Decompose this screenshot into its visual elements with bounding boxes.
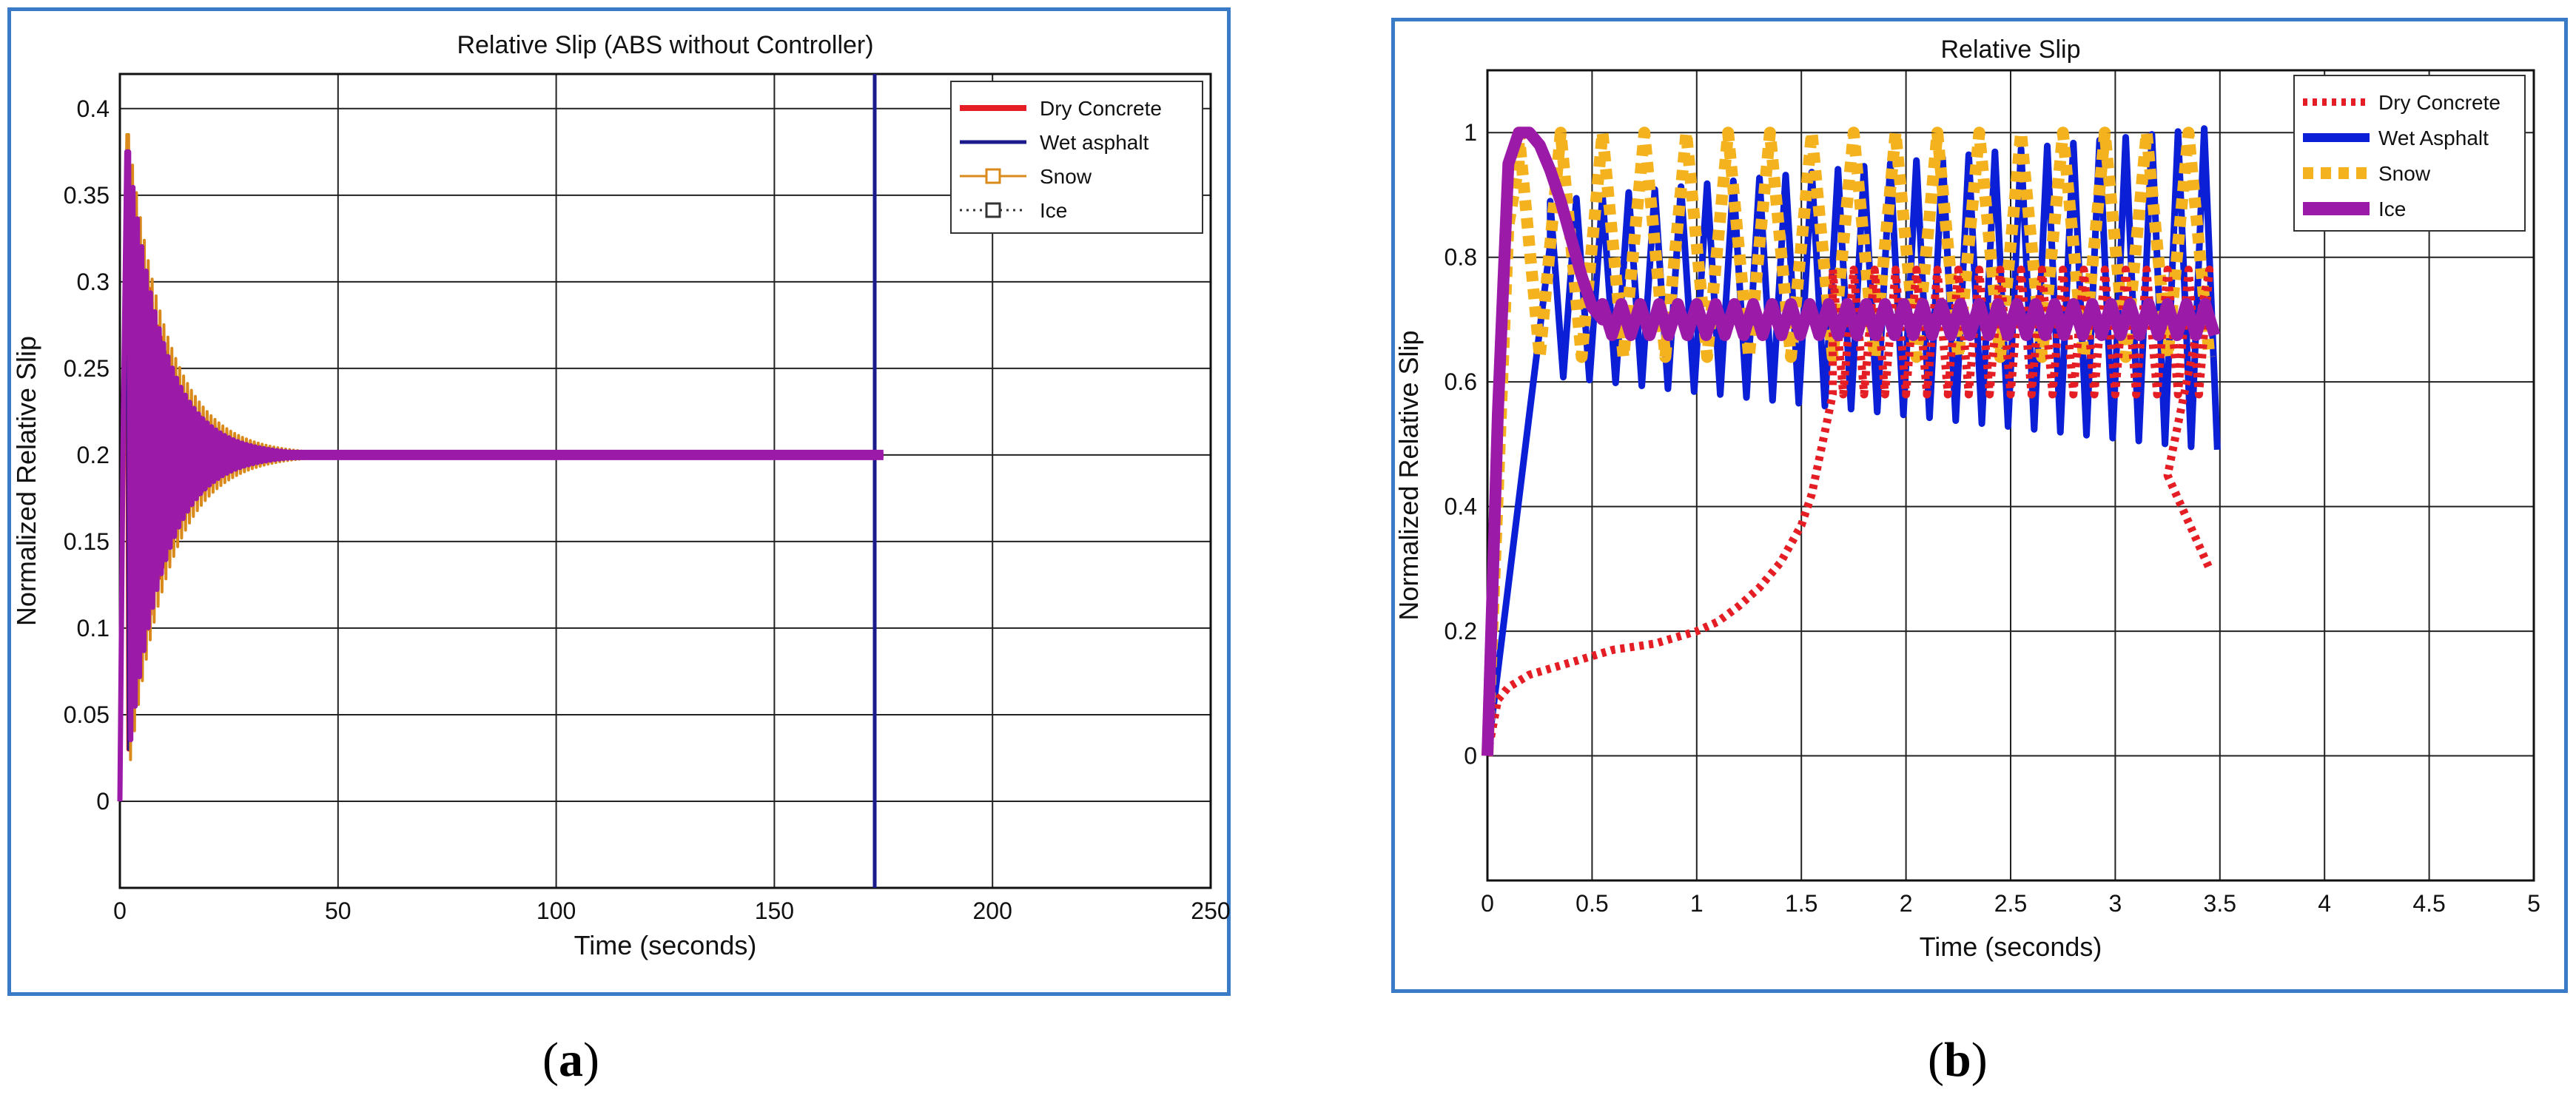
legend-marker-a-2 xyxy=(985,168,1001,184)
y-tick-label-a: 0 xyxy=(96,788,110,815)
chart-title-b: Relative Slip xyxy=(1941,36,2081,64)
y-tick-label-a: 0.25 xyxy=(64,355,110,382)
y-tick-label-a: 0.2 xyxy=(77,442,110,468)
y-tick-label-a: 0.05 xyxy=(64,701,110,728)
legend-label-a-0: Dry Concrete xyxy=(1040,97,1162,120)
legend-label-a-1: Wet asphalt xyxy=(1040,131,1149,154)
legend-label-a-3: Ice xyxy=(1040,199,1067,222)
y-tick-label-a: 0.35 xyxy=(64,182,110,209)
plot-border-b xyxy=(1486,69,2535,882)
legend-marker-a-3 xyxy=(985,202,1001,218)
y-axis-label-b: Normalized Relative Slip xyxy=(1393,330,1424,620)
series-line-b-3 xyxy=(1482,127,2221,756)
x-tick-label-a: 200 xyxy=(973,897,1012,924)
x-tick-label-b: 4.5 xyxy=(2412,890,2445,917)
legend-label-a-2: Snow xyxy=(1040,165,1092,188)
y-tick-label-a: 0.3 xyxy=(77,269,110,295)
x-tick-label-b: 1 xyxy=(1690,890,1704,917)
x-tick-label-b: 0.5 xyxy=(1575,890,1608,917)
y-tick-label-a: 0.4 xyxy=(77,95,110,122)
x-tick-label-b: 3 xyxy=(2109,890,2122,917)
chart-title-a: Relative Slip (ABS without Controller) xyxy=(457,31,873,59)
plot-border-a xyxy=(118,73,1212,889)
x-axis-label-b: Time (seconds) xyxy=(1920,932,2102,962)
x-axis-label-a: Time (seconds) xyxy=(574,930,757,960)
x-tick-label-b: 4 xyxy=(2318,890,2331,917)
series-line-b-2 xyxy=(1482,127,2216,756)
x-tick-label-a: 250 xyxy=(1191,897,1230,924)
caption-a: (a) xyxy=(542,1033,599,1087)
x-tick-label-b: 2.5 xyxy=(1994,890,2027,917)
y-axis-label-a: Normalized Relative Slip xyxy=(11,336,41,626)
x-tick-label-b: 2 xyxy=(1900,890,1913,917)
legend-label-b-0: Dry Concrete xyxy=(2378,91,2501,114)
legend-label-b-2: Snow xyxy=(2378,162,2431,185)
x-tick-label-a: 150 xyxy=(755,897,794,924)
x-tick-label-b: 3.5 xyxy=(2204,890,2236,917)
legend-label-b-3: Ice xyxy=(2378,198,2406,220)
y-tick-label-b: 1 xyxy=(1464,119,1477,146)
y-tick-label-a: 0.1 xyxy=(77,615,110,641)
legend-label-b-1: Wet Asphalt xyxy=(2378,127,2489,149)
y-tick-label-b: 0.8 xyxy=(1445,244,1477,271)
y-tick-label-b: 0.4 xyxy=(1445,494,1477,520)
y-tick-label-a: 0.15 xyxy=(64,528,110,555)
x-tick-label-b: 5 xyxy=(2527,890,2540,917)
x-tick-label-a: 50 xyxy=(325,897,352,924)
y-tick-label-b: 0.2 xyxy=(1445,618,1477,644)
y-tick-label-b: 0 xyxy=(1464,743,1477,769)
x-tick-label-a: 0 xyxy=(113,897,127,924)
caption-b: (b) xyxy=(1928,1033,1988,1087)
y-tick-label-b: 0.6 xyxy=(1445,368,1477,395)
series-line-b-0 xyxy=(1483,266,2214,757)
x-tick-label-b: 0 xyxy=(1481,890,1494,917)
x-tick-label-a: 100 xyxy=(537,897,576,924)
x-tick-label-b: 1.5 xyxy=(1785,890,1817,917)
